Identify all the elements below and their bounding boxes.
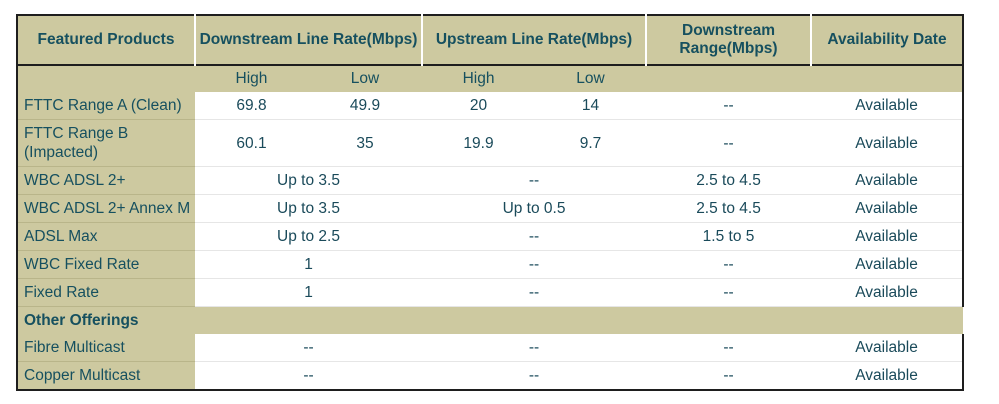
downstream-rate: Up to 2.5: [195, 222, 423, 251]
upstream-rate: --: [422, 250, 647, 279]
upstream-high: 19.9: [422, 119, 536, 167]
header-upstream-line-rate: Upstream Line Rate(Mbps): [422, 14, 648, 65]
downstream-rate: --: [195, 361, 423, 391]
downstream-rate: 1: [195, 250, 423, 279]
product-name: FTTC Range A (Clean): [16, 92, 195, 120]
downstream-low: 49.9: [308, 92, 423, 120]
upstream-rate: --: [422, 222, 647, 251]
upstream-rate: Up to 0.5: [422, 194, 647, 223]
table-row: Fibre Multicast -- -- -- Available: [16, 334, 965, 362]
downstream-rate: 1: [195, 278, 423, 307]
downstream-range: 1.5 to 5: [646, 222, 812, 251]
subheader-down-low: Low: [308, 65, 423, 92]
availability: Available: [811, 361, 965, 391]
upstream-low: 9.7: [535, 119, 647, 167]
products-table-container: Featured Products Downstream Line Rate(M…: [15, 14, 965, 391]
upstream-rate: --: [422, 166, 647, 195]
availability: Available: [811, 334, 965, 362]
availability: Available: [811, 92, 965, 120]
upstream-low: 14: [535, 92, 647, 120]
downstream-rate: Up to 3.5: [195, 194, 423, 223]
header-downstream-range: Downstream Range(Mbps): [646, 14, 813, 65]
availability: Available: [811, 194, 965, 223]
downstream-range: --: [646, 334, 812, 362]
upstream-high: 20: [422, 92, 536, 120]
availability: Available: [811, 119, 965, 167]
downstream-rate: --: [195, 334, 423, 362]
table-row: Copper Multicast -- -- -- Available: [16, 361, 965, 391]
table-row: WBC ADSL 2+ Up to 3.5 -- 2.5 to 4.5 Avai…: [16, 166, 965, 195]
subheader-up-high: High: [422, 65, 536, 92]
subheader-avail-empty: [811, 65, 965, 92]
section-title: Other Offerings: [15, 306, 964, 334]
downstream-rate: Up to 3.5: [195, 166, 423, 195]
downstream-high: 60.1: [195, 119, 308, 167]
subheader-range-empty: [646, 65, 812, 92]
header-featured-products: Featured Products: [16, 14, 196, 65]
header-availability-date: Availability Date: [811, 14, 965, 65]
table-row: WBC Fixed Rate 1 -- -- Available: [16, 250, 965, 279]
upstream-rate: --: [422, 361, 647, 391]
table-row: WBC ADSL 2+ Annex M Up to 3.5 Up to 0.5 …: [16, 194, 965, 223]
subheader-empty: [16, 65, 195, 92]
table-row: Fixed Rate 1 -- -- Available: [16, 278, 965, 307]
downstream-range: 2.5 to 4.5: [646, 194, 812, 223]
availability: Available: [811, 166, 965, 195]
header-row: Featured Products Downstream Line Rate(M…: [16, 14, 965, 65]
product-name: Fibre Multicast: [16, 334, 195, 362]
downstream-range: --: [646, 361, 812, 391]
downstream-range: --: [646, 92, 812, 120]
section-row-other-offerings: Other Offerings: [15, 306, 964, 334]
product-name: WBC ADSL 2+: [16, 166, 195, 195]
subheader-row: High Low High Low: [16, 65, 965, 92]
product-name: ADSL Max: [16, 222, 195, 251]
downstream-low: 35: [308, 119, 423, 167]
header-downstream-line-rate: Downstream Line Rate(Mbps): [195, 14, 424, 65]
downstream-range: --: [646, 119, 812, 167]
products-table: Featured Products Downstream Line Rate(M…: [15, 14, 965, 391]
subheader-up-low: Low: [535, 65, 647, 92]
availability: Available: [811, 278, 965, 307]
downstream-high: 69.8: [195, 92, 308, 120]
product-name: Fixed Rate: [16, 278, 195, 307]
table-row: ADSL Max Up to 2.5 -- 1.5 to 5 Available: [16, 222, 965, 251]
upstream-rate: --: [422, 334, 647, 362]
table-row: FTTC Range B (Impacted) 60.1 35 19.9 9.7…: [16, 119, 965, 167]
product-name: Copper Multicast: [16, 361, 195, 391]
availability: Available: [811, 250, 965, 279]
table-row: FTTC Range A (Clean) 69.8 49.9 20 14 -- …: [16, 92, 965, 120]
availability: Available: [811, 222, 965, 251]
downstream-range: 2.5 to 4.5: [646, 166, 812, 195]
upstream-rate: --: [422, 278, 647, 307]
subheader-down-high: High: [195, 65, 308, 92]
downstream-range: --: [646, 278, 812, 307]
downstream-range: --: [646, 250, 812, 279]
product-name: FTTC Range B (Impacted): [16, 119, 195, 167]
product-name: WBC ADSL 2+ Annex M: [16, 194, 195, 223]
product-name: WBC Fixed Rate: [16, 250, 195, 279]
